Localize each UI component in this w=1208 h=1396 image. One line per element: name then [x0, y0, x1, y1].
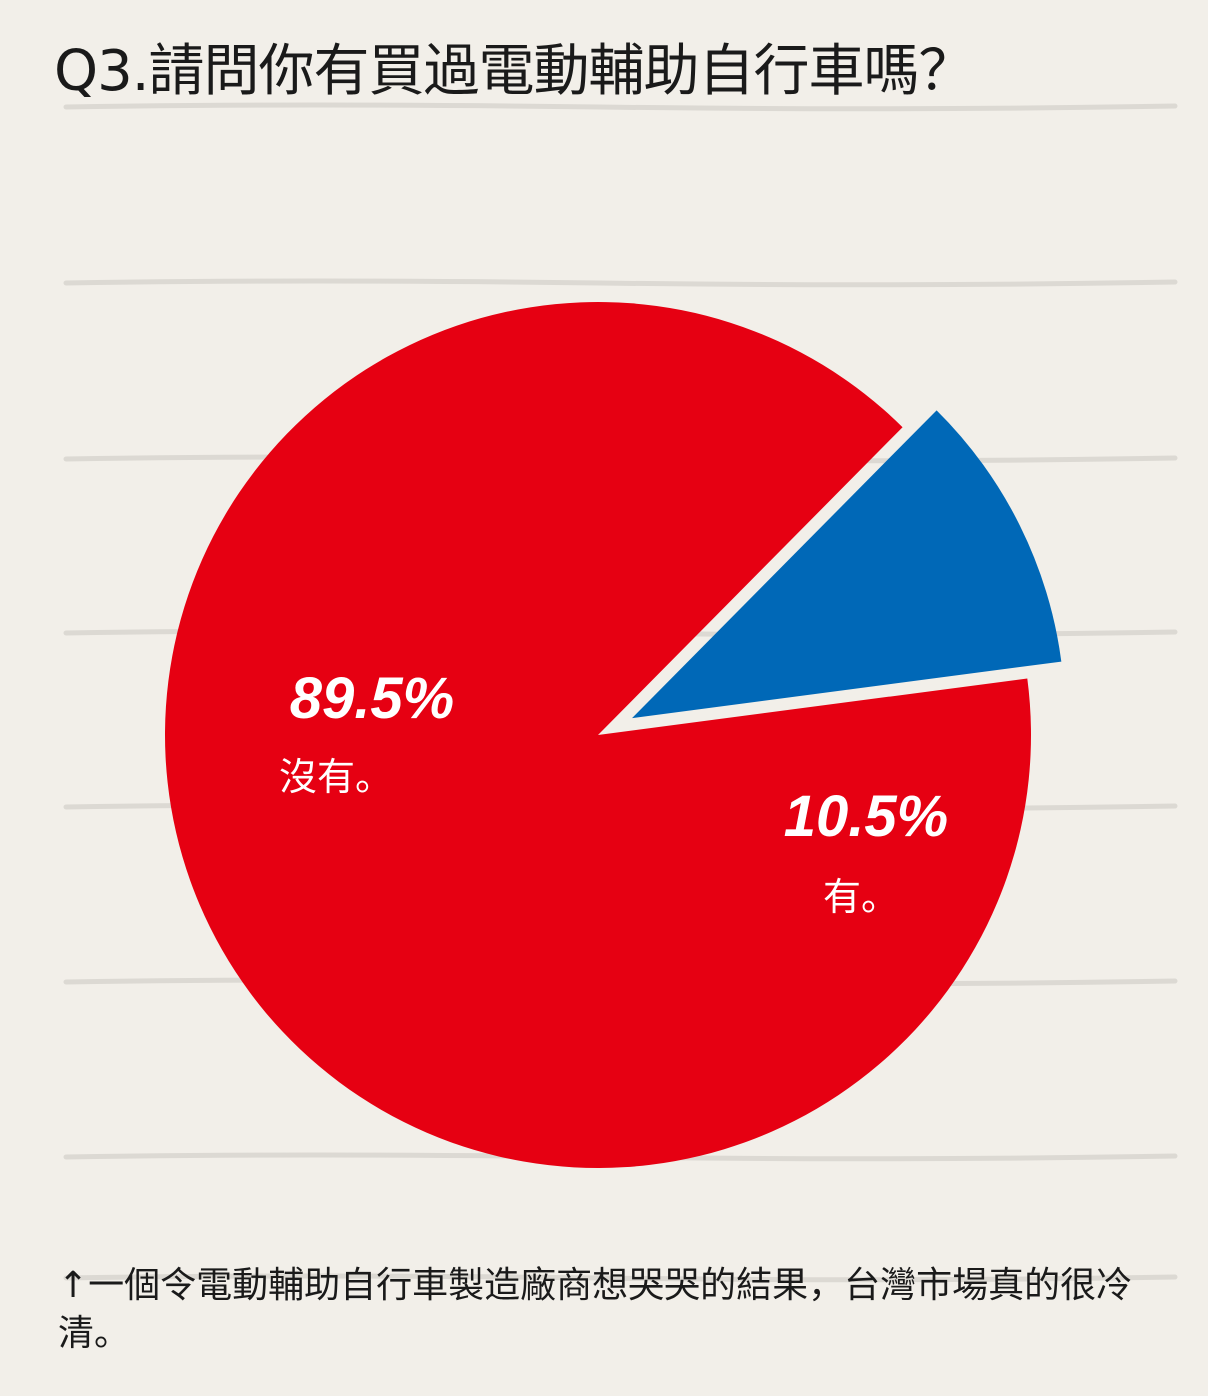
- slice-category-label: 沒有。: [279, 755, 393, 799]
- chart-title: Q3.請問你有買過電動輔助自行車嗎？: [54, 39, 975, 104]
- slice-value-label: 10.5%: [784, 784, 948, 849]
- slice-value-label: 89.5%: [290, 666, 454, 731]
- pie-slice-2: [632, 410, 1062, 719]
- slice-category-label: 有。: [823, 875, 899, 919]
- caption: ↑一個令電動輔助自行車製造廠商想哭哭的結果，台灣市場真的很冷清。: [58, 1262, 1168, 1358]
- caption-text: 一個令電動輔助自行車製造廠商想哭哭的結果，台灣市場真的很冷清。: [58, 1265, 1133, 1354]
- pie-slice-1: [165, 302, 1032, 1169]
- up-arrow-icon: ↑: [58, 1265, 89, 1306]
